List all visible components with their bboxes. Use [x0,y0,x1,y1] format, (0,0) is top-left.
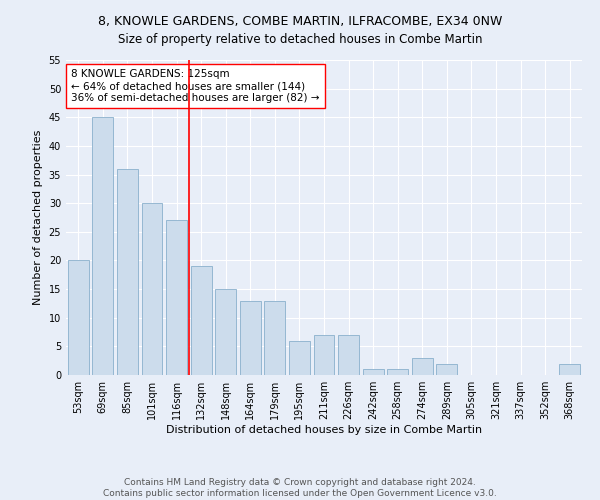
Bar [92,118,113,375]
Bar [142,203,163,375]
Text: Size of property relative to detached houses in Combe Martin: Size of property relative to detached ho… [118,32,482,46]
Bar [412,358,433,375]
Bar [265,300,286,375]
Bar [387,370,408,375]
Y-axis label: Number of detached properties: Number of detached properties [33,130,43,305]
Text: 8, KNOWLE GARDENS, COMBE MARTIN, ILFRACOMBE, EX34 0NW: 8, KNOWLE GARDENS, COMBE MARTIN, ILFRACO… [98,15,502,28]
Bar [362,370,383,375]
Bar [289,340,310,375]
Text: 8 KNOWLE GARDENS: 125sqm
← 64% of detached houses are smaller (144)
36% of semi-: 8 KNOWLE GARDENS: 125sqm ← 64% of detach… [71,70,320,102]
Bar [215,289,236,375]
Bar [166,220,187,375]
Bar [559,364,580,375]
Bar [314,335,334,375]
Text: Contains HM Land Registry data © Crown copyright and database right 2024.
Contai: Contains HM Land Registry data © Crown c… [103,478,497,498]
Bar [191,266,212,375]
Bar [436,364,457,375]
Bar [68,260,89,375]
Bar [338,335,359,375]
Bar [117,169,138,375]
X-axis label: Distribution of detached houses by size in Combe Martin: Distribution of detached houses by size … [166,425,482,435]
Bar [240,300,261,375]
